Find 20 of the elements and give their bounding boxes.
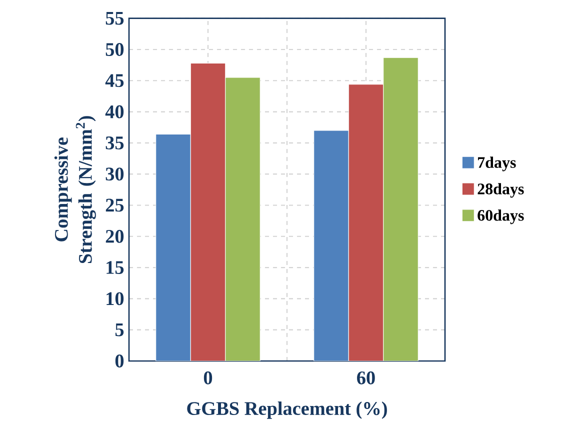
y-tick-label: 20 bbox=[106, 230, 124, 243]
legend-label: 28days bbox=[478, 183, 524, 198]
y-tick-label: 45 bbox=[105, 74, 124, 88]
bar bbox=[383, 57, 418, 361]
y-tick-label: 50 bbox=[106, 42, 124, 56]
y-tick-label: 5 bbox=[115, 323, 124, 336]
x-axis-title: GGBS Replacement (%) bbox=[187, 402, 387, 419]
y-tick-label: 25 bbox=[106, 198, 124, 212]
bar bbox=[225, 77, 260, 361]
y-tick-label: 35 bbox=[106, 136, 124, 150]
y-tick-label: 10 bbox=[106, 292, 124, 306]
y-tick-label: 30 bbox=[106, 168, 124, 181]
y-tick-label: 55 bbox=[106, 12, 124, 25]
y-tick-label: 15 bbox=[106, 261, 124, 274]
x-tick-label: 60 bbox=[357, 371, 375, 384]
legend-label: 60days bbox=[478, 210, 524, 224]
legend-label: 7days bbox=[478, 156, 516, 172]
y-tick-label: 40 bbox=[105, 105, 124, 118]
y-axis-title: Compressive Strength (N/mm$^{2}$) bbox=[54, 116, 96, 264]
y-tick-label: 0 bbox=[115, 354, 124, 368]
